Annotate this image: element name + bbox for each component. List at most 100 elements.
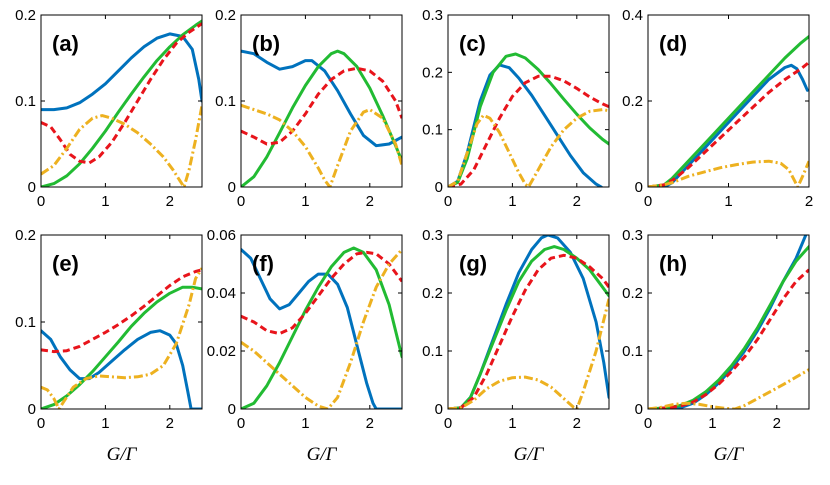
x-tick-label: 2	[573, 193, 581, 210]
x-tick-label: 0	[444, 415, 452, 432]
x-tick-label: 1	[724, 193, 732, 210]
y-tick-label: 0.3	[422, 227, 443, 244]
y-tick-label: 0.06	[207, 227, 236, 244]
y-tick-label: 0.2	[622, 285, 643, 302]
series-line-yellow	[41, 105, 202, 187]
series-line-red	[448, 74, 609, 187]
y-tick-label: 0.3	[422, 7, 443, 24]
x-axis-label: G/Γ	[307, 444, 338, 465]
series-group	[648, 235, 809, 409]
series-line-red	[41, 268, 202, 354]
axes-frame	[447, 14, 610, 188]
panel-label: (e)	[52, 251, 79, 276]
x-tick-label: 1	[301, 193, 309, 210]
series-line-blue	[41, 32, 202, 112]
series-line-yellow	[41, 267, 202, 409]
panel-3: 0 1 2 0 0.1 0.2 0.3 (c)	[422, 7, 610, 210]
series-line-red	[648, 268, 809, 409]
y-tick-label: 0.2	[215, 7, 236, 24]
x-tick-label: 0	[444, 193, 452, 210]
y-tick-label: 0.3	[622, 227, 643, 244]
x-tick-label: 2	[773, 415, 781, 432]
y-tick-label: 0	[435, 179, 443, 196]
series-line-yellow	[448, 108, 609, 187]
y-tick-label: 0	[28, 179, 36, 196]
x-tick-label: 1	[508, 193, 516, 210]
x-tick-label: 1	[101, 415, 109, 432]
series-line-yellow	[241, 103, 402, 187]
series-line-yellow	[648, 368, 809, 409]
panel-6: 0 1 2 0 0.02 0.04 0.06 (f) G/Γ	[207, 227, 403, 465]
y-tick-label: 0.1	[622, 343, 643, 360]
panel-1: 0 1 2 0 0.1 0.2 (a)	[15, 7, 203, 210]
panel-7: 0 1 2 0 0.1 0.2 0.3 (g) G/Γ	[422, 227, 610, 465]
series-line-red	[448, 253, 609, 409]
y-tick-label: 0	[635, 179, 643, 196]
panel-5: 0 1 2 0 0.1 0.2 (e) G/Γ	[15, 227, 203, 465]
x-tick-label: 2	[573, 415, 581, 432]
panel-label: (g)	[459, 251, 487, 276]
x-tick-label: 0	[237, 193, 245, 210]
y-tick-label: 0	[635, 401, 643, 418]
series-line-blue	[41, 329, 202, 409]
panel-4: 0 1 2 0 0.2 0.4 (d)	[622, 7, 813, 210]
y-tick-label: 0.2	[422, 285, 443, 302]
y-tick-label: 0.2	[15, 7, 36, 24]
x-tick-label: 0	[37, 193, 45, 210]
y-tick-label: 0.2	[622, 93, 643, 110]
x-tick-label: 2	[166, 415, 174, 432]
series-line-green	[448, 245, 609, 409]
series-line-blue	[241, 248, 402, 409]
x-tick-label: 2	[166, 193, 174, 210]
x-tick-label: 1	[708, 415, 716, 432]
y-tick-label: 0.1	[215, 93, 236, 110]
series-group	[448, 52, 609, 187]
series-line-green	[241, 49, 402, 187]
axes-frame	[647, 234, 810, 410]
x-axis-label: G/Γ	[107, 444, 138, 465]
x-tick-label: 2	[805, 193, 813, 210]
series-group	[241, 49, 402, 187]
y-tick-label: 0	[435, 401, 443, 418]
panel-label: (d)	[659, 31, 687, 56]
series-line-red	[241, 66, 402, 146]
panel-label: (a)	[52, 31, 79, 56]
series-group	[41, 267, 202, 409]
y-tick-label: 0	[228, 179, 236, 196]
series-line-green	[448, 52, 609, 187]
x-tick-label: 2	[366, 415, 374, 432]
series-line-yellow	[241, 248, 402, 409]
y-tick-label: 0.04	[207, 285, 236, 302]
y-tick-label: 0.4	[622, 7, 643, 24]
x-tick-label: 0	[37, 415, 45, 432]
y-tick-label: 0.1	[422, 122, 443, 139]
x-tick-label: 1	[508, 415, 516, 432]
y-tick-label: 0.2	[422, 64, 443, 81]
x-tick-label: 0	[644, 193, 652, 210]
x-tick-label: 1	[301, 415, 309, 432]
axes-frame	[447, 234, 610, 410]
panel-label: (f)	[252, 251, 274, 276]
y-tick-label: 0.1	[15, 93, 36, 110]
series-group	[648, 35, 809, 187]
x-axis-label: G/Γ	[514, 444, 545, 465]
panel-label: (h)	[659, 251, 687, 276]
series-group	[41, 19, 202, 187]
series-line-yellow	[648, 159, 809, 187]
y-tick-label: 0	[28, 401, 36, 418]
y-tick-label: 0.2	[15, 227, 36, 244]
series-group	[241, 246, 402, 409]
series-group	[448, 235, 609, 409]
x-tick-label: 1	[101, 193, 109, 210]
series-line-green	[241, 246, 402, 409]
x-tick-label: 0	[237, 415, 245, 432]
series-line-blue	[648, 63, 809, 187]
y-tick-label: 0.1	[422, 343, 443, 360]
y-tick-label: 0.1	[15, 314, 36, 331]
panel-2: 0 1 2 0 0.1 0.2 (b)	[215, 7, 403, 210]
series-line-green	[648, 245, 809, 409]
series-line-green	[41, 19, 202, 187]
y-tick-label: 0	[228, 401, 236, 418]
panel-label: (b)	[252, 31, 280, 56]
x-tick-label: 2	[366, 193, 374, 210]
